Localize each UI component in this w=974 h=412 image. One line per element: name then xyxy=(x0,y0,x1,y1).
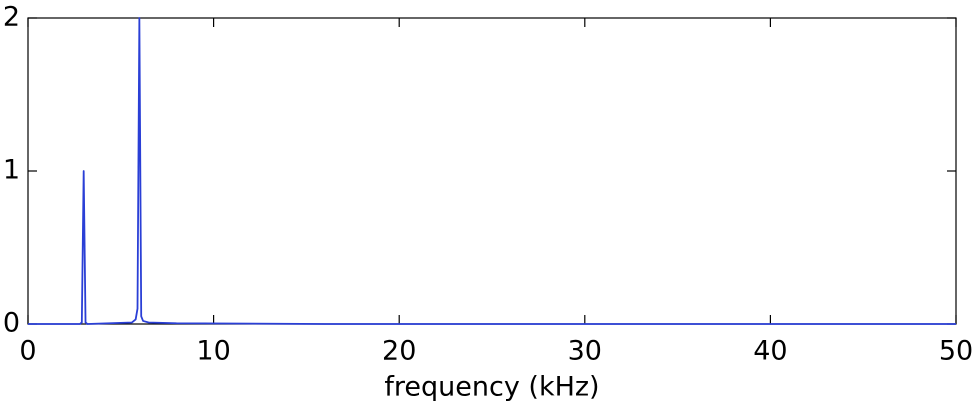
x-tick-label: 30 xyxy=(568,336,602,367)
x-tick-label: 50 xyxy=(939,336,973,367)
x-tick-label: 0 xyxy=(19,336,36,367)
x-tick-label: 10 xyxy=(196,336,230,367)
line xyxy=(28,17,956,325)
y-tick-label: 1 xyxy=(3,155,20,186)
plot-frame xyxy=(27,17,957,325)
x-tick-label: 20 xyxy=(382,336,416,367)
y-tick-label: 0 xyxy=(3,308,20,339)
x-axis-label: frequency (kHz) xyxy=(384,372,599,403)
y-tick-label: 2 xyxy=(3,2,20,33)
x-tick-label: 40 xyxy=(753,336,787,367)
